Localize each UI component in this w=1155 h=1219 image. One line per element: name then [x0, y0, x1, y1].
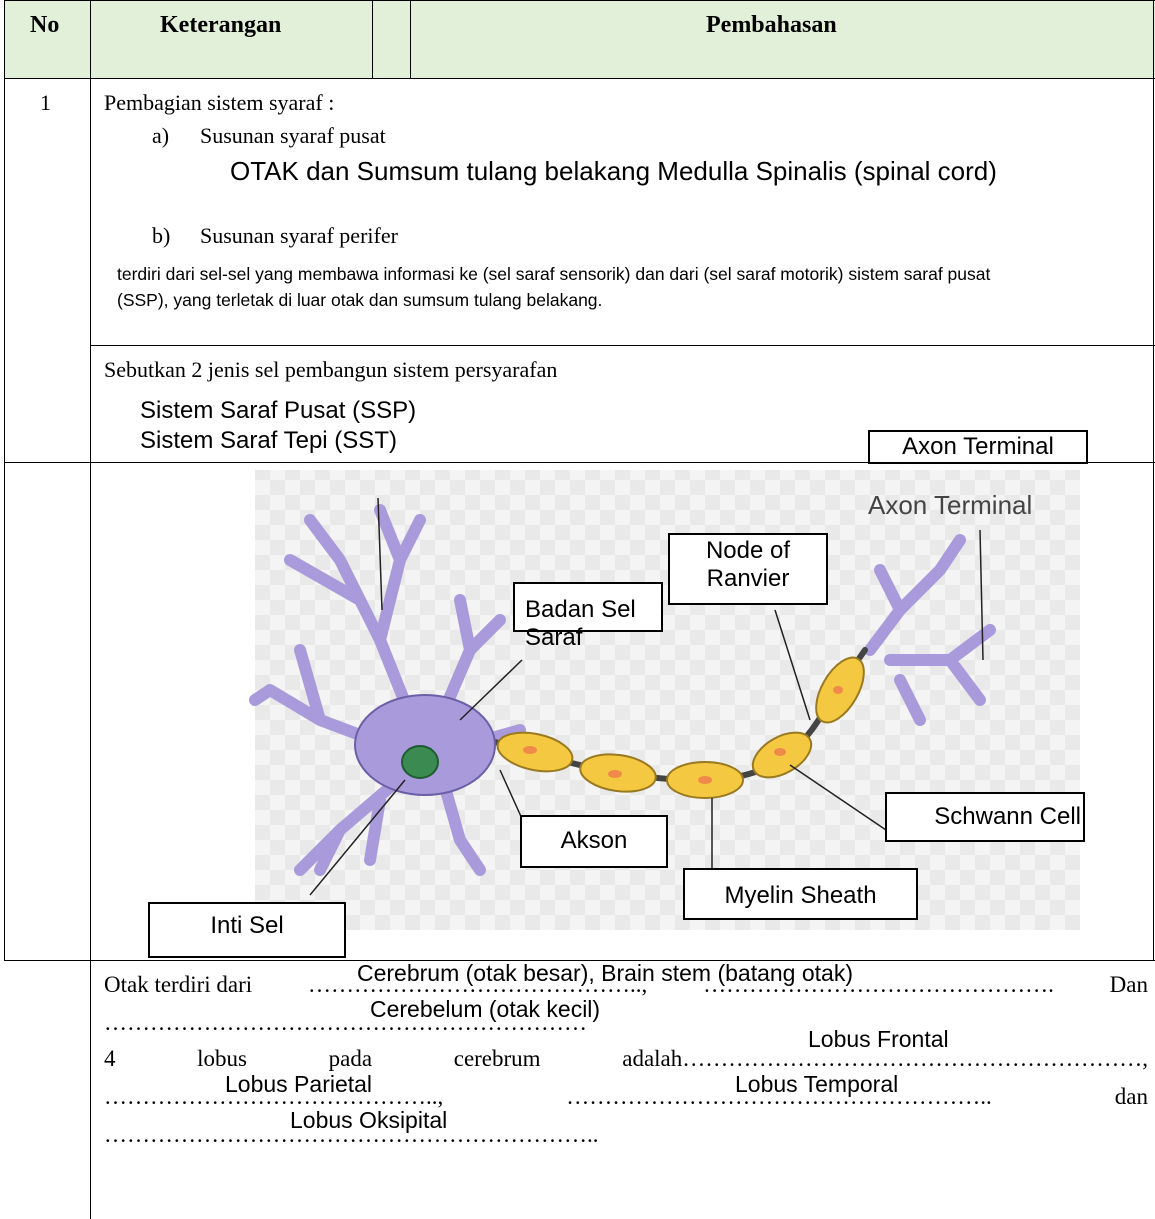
text-segment: lobus [197, 1046, 247, 1071]
border [1153, 0, 1154, 960]
text-line: Otak terdiri dari …………………………………….., ………………… [104, 972, 1148, 998]
answer: Sistem Saraf Pusat (SSP) [140, 397, 417, 424]
label-box: Node of Ranvier [668, 533, 828, 605]
answer: Lobus Frontal [808, 1026, 949, 1052]
border [4, 0, 5, 960]
text-line: ……………………………………………………….. [104, 1122, 624, 1148]
text-segment: ……………………………………………………… [104, 1010, 587, 1035]
label-box: Myelin Sheath [683, 868, 918, 920]
answer: Lobus Temporal [735, 1071, 899, 1097]
question: Sebutkan 2 jenis sel pembangun sistem pe… [104, 357, 558, 382]
marker: a) [152, 123, 170, 148]
border [90, 345, 1155, 346]
label-box: Axon Terminal [868, 430, 1088, 464]
answer: terdiri dari sel-sel yang membawa inform… [117, 264, 991, 310]
text-line: 4 lobus pada cerebrum adalah…………………………………………… [104, 1046, 1148, 1072]
text-segment: Otak terdiri dari [104, 972, 253, 997]
border [4, 960, 1155, 961]
answer: Lobus Parietal [225, 1071, 373, 1097]
label-box: Badan Sel Saraf [513, 582, 663, 651]
answer: Cerebelum (otak kecil) [370, 996, 601, 1022]
border [372, 0, 373, 78]
text-segment: ………………………………………. [703, 972, 1054, 997]
header-keterangan: Keterangan [160, 12, 282, 38]
header-no: No [30, 12, 60, 38]
label-box: Schwann Cell [885, 792, 1085, 842]
text-segment: 4 [104, 1046, 116, 1071]
border [4, 462, 1155, 463]
text-line: ……………………………………………………… [104, 1010, 594, 1036]
intro: Pembagian sistem syaraf : [104, 90, 335, 115]
answer: Sistem Saraf Tepi (SST) [140, 427, 397, 454]
text-segment: …………………………………….., [308, 972, 648, 997]
text-line: …………………………………….., ……………………………………………….. dan [104, 1084, 1148, 1110]
text-segment: ……………………………………………….. [566, 1084, 992, 1109]
header-bg [4, 0, 1155, 78]
text-segment: pada [328, 1046, 373, 1071]
answer: Lobus Oksipital [290, 1107, 448, 1133]
border [90, 0, 91, 1219]
text-segment: Dan [1109, 972, 1148, 997]
text-segment: ……………………………………………………….. [104, 1122, 599, 1147]
marker: b) [152, 223, 171, 248]
border [410, 0, 411, 78]
text-segment: adalah……………………………………………………, [622, 1046, 1148, 1071]
header-pembahasan: Pembahasan [706, 12, 837, 38]
text-segment: …………………………………….., [104, 1084, 444, 1109]
text-segment: dan [1114, 1084, 1148, 1109]
image-label: Axon Terminal [868, 490, 1033, 520]
item: Susunan syaraf pusat [200, 123, 386, 148]
answer: Cerebrum (otak besar), Brain stem (batan… [357, 960, 853, 986]
label-box: Akson [520, 815, 668, 868]
answer: OTAK dan Sumsum tulang belakang Medulla … [230, 156, 997, 186]
text-segment: cerebrum [453, 1046, 541, 1071]
border [4, 0, 1155, 1]
item: Susunan syaraf perifer [200, 223, 398, 248]
border [4, 78, 1155, 79]
row-number: 1 [40, 90, 51, 115]
label-box: Inti Sel [148, 902, 346, 958]
